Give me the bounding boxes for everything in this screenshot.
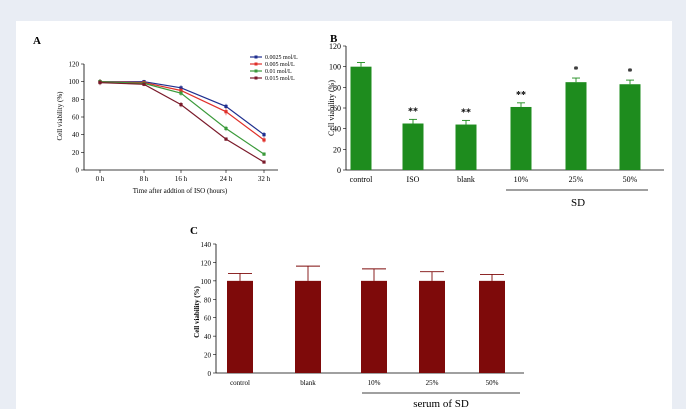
panel-c-group-bracket: serum of SD <box>362 392 520 409</box>
panel-a-axes: 0 20 40 60 80 100 120 0 h 8 h 16 h 24 h 32 h <box>69 61 278 183</box>
legend-marker <box>254 62 258 66</box>
panel-b-axes: 0 20 40 60 80 100 120 <box>329 42 664 175</box>
y-tick-label: 60 <box>204 315 212 323</box>
y-tick-label: 60 <box>72 114 80 122</box>
panel-a-x-axis-label: Time after addtion of ISO (hours) <box>133 187 228 195</box>
y-tick-label: 60 <box>333 104 341 113</box>
data-point <box>224 126 228 131</box>
y-tick-label: 20 <box>204 352 212 360</box>
y-tick-label: 100 <box>69 78 80 86</box>
data-point <box>262 152 266 156</box>
bar <box>619 84 641 170</box>
legend-marker <box>254 69 258 73</box>
bar <box>455 124 477 170</box>
x-tick-label: 32 h <box>258 175 271 183</box>
bar <box>565 82 587 170</box>
x-tick-label: 10% <box>514 175 529 184</box>
data-point <box>142 82 146 86</box>
bar <box>402 123 424 170</box>
x-tick-label: 50% <box>486 379 499 387</box>
group-label: SD <box>571 197 585 209</box>
data-point <box>262 133 266 137</box>
x-tick-label: control <box>350 175 373 184</box>
x-tick-label: 10% <box>368 379 381 387</box>
legend-label: 0.0025 mol/L <box>265 55 298 61</box>
bar <box>419 280 445 373</box>
x-tick-label: blank <box>457 175 475 184</box>
significance-mark: ** <box>461 107 471 118</box>
y-tick-label: 20 <box>72 149 80 157</box>
panel-a-y-axis-label: Cell viability (%) <box>56 91 64 141</box>
y-tick-label: 40 <box>72 131 80 139</box>
y-tick-label: 80 <box>72 96 80 104</box>
x-tick-label: control <box>230 379 250 387</box>
x-tick-label: 25% <box>569 175 584 184</box>
significance-mark: ** <box>516 90 526 101</box>
y-tick-label: 140 <box>201 241 212 249</box>
panel-b-y-axis-label: Cell viability (%) <box>327 80 336 136</box>
data-point <box>224 110 228 114</box>
data-point <box>262 138 266 142</box>
significance-mark: ** <box>408 106 418 117</box>
legend-label: 0.005 mol/L <box>265 62 295 68</box>
panel-c-bars: control blank 10% 25% 50% <box>227 265 505 387</box>
y-tick-label: 40 <box>204 333 212 341</box>
x-tick-label: 25% <box>426 379 439 387</box>
legend-marker <box>254 55 258 59</box>
y-tick-label: 20 <box>333 145 341 154</box>
data-point <box>179 91 183 95</box>
panel-c: C 0 20 40 60 80 100 120 140 control blank 10% 25% 5… <box>190 225 524 409</box>
y-tick-label: 120 <box>69 61 80 69</box>
legend-label: 0.01 mol/L <box>265 69 292 75</box>
y-tick-label: 120 <box>329 42 341 51</box>
y-tick-label: 100 <box>329 63 341 72</box>
panel-b-bars: control ** ISO ** blank ** 10% * 25% * 50% <box>350 62 641 184</box>
x-tick-label: 0 h <box>96 175 105 183</box>
x-tick-label: ISO <box>407 175 420 184</box>
bar <box>350 66 372 170</box>
bar <box>295 280 321 373</box>
y-tick-label: 120 <box>201 259 212 267</box>
panel-a-letter: A <box>33 35 41 47</box>
bar <box>510 106 532 170</box>
y-tick-label: 0 <box>76 167 80 175</box>
x-tick-label: blank <box>300 379 316 387</box>
bar <box>227 280 253 373</box>
data-point <box>262 160 266 164</box>
data-point <box>224 104 228 108</box>
y-tick-label: 80 <box>333 83 341 92</box>
panel-a-series <box>98 79 266 164</box>
y-tick-label: 0 <box>337 166 341 175</box>
figure-background <box>16 21 672 409</box>
y-tick-label: 80 <box>204 296 212 304</box>
y-tick-label: 100 <box>201 278 212 286</box>
data-point <box>179 103 183 107</box>
y-tick-label: 40 <box>333 125 341 134</box>
legend-marker <box>254 76 258 80</box>
legend-label: 0.015 mol/L <box>265 76 295 82</box>
x-tick-label: 8 h <box>140 175 149 183</box>
bar <box>361 280 387 373</box>
data-point <box>224 137 228 141</box>
panel-c-y-axis-label: Cell viability (%) <box>193 285 201 337</box>
x-tick-label: 16 h <box>175 175 188 183</box>
data-point <box>98 80 102 85</box>
panel-b-letter: B <box>330 33 338 45</box>
panel-b-group-bracket: SD <box>506 189 648 209</box>
group-label: serum of SD <box>413 398 469 409</box>
x-tick-label: 24 h <box>220 175 233 183</box>
significance-mark: * <box>628 67 633 78</box>
y-tick-label: 0 <box>208 370 212 378</box>
significance-mark: * <box>574 65 579 76</box>
x-tick-label: 50% <box>623 175 638 184</box>
bar <box>479 280 505 373</box>
panel-a-legend: 0.0025 mol/L0.005 mol/L0.01 mol/L0.015 m… <box>250 55 298 82</box>
panel-c-letter: C <box>190 225 198 237</box>
panel-a: A 0 20 40 60 80 100 120 0 h 8 h 16 h 24 h 32 h 0.00… <box>33 35 298 195</box>
